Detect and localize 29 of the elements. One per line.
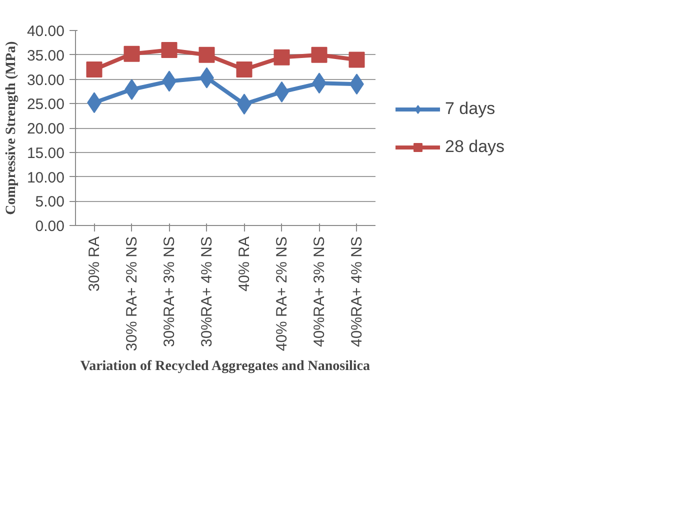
point: [311, 46, 328, 63]
y-tick-label: 35.00: [26, 47, 65, 64]
x-tick-label: 40%RA+ 4% NS: [348, 236, 366, 347]
x-tick-label: 30% RA: [86, 236, 103, 292]
point: [86, 62, 102, 78]
legend-label: 7 days: [445, 98, 496, 118]
y-tick-label: 40.00: [26, 23, 65, 40]
y-axis-title: Compressive Strength (MPa): [4, 40, 19, 215]
y-tick-label: 30.00: [26, 72, 65, 89]
x-tick-label: 30%RA+ 3% NS: [160, 236, 178, 347]
point: [198, 46, 215, 63]
point: [348, 52, 365, 68]
x-tick-label: 30%RA+ 4% NS: [198, 236, 216, 347]
y-tick-label: 15.00: [26, 144, 65, 162]
x-tick-label: 40% RA+ 2% NS: [273, 236, 290, 352]
legend-label: 28 days: [445, 136, 505, 156]
y-tick-label: 20.00: [26, 120, 65, 138]
x-axis-title: Variation of Recycled Aggregates and Nanosilica: [80, 359, 370, 374]
y-tick-label: 10.00: [26, 169, 65, 186]
x-tick-label: 40% RA: [236, 236, 253, 292]
point: [236, 62, 252, 78]
x-tick-label: 40%RA+ 3% NS: [310, 236, 328, 347]
y-tick-label: 5.00: [35, 194, 65, 211]
point: [274, 49, 290, 66]
point: [161, 42, 178, 58]
y-tick-label: 25.00: [26, 96, 65, 114]
x-tick-label: 30% RA+ 2% NS: [123, 236, 140, 352]
point: [124, 46, 140, 62]
y-tick-label: 0.00: [35, 218, 65, 235]
